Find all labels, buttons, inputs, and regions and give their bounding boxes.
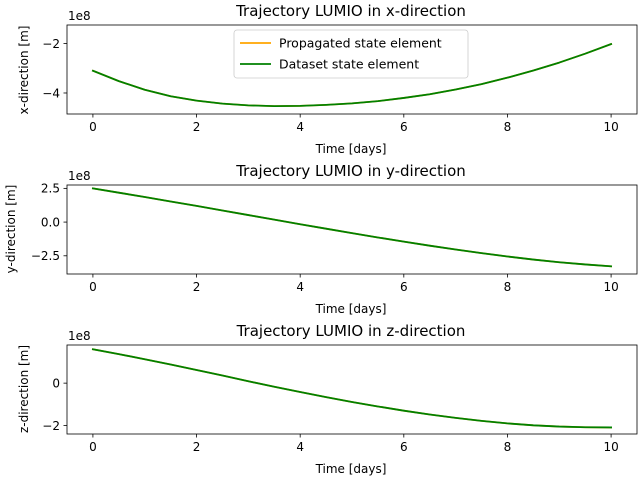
chart-title: Trajectory LUMIO in y-direction (235, 162, 466, 180)
x-tick-label: 6 (400, 280, 408, 294)
x-tick-label: 2 (193, 280, 201, 294)
x-tick-label: 10 (603, 280, 618, 294)
y-tick-label: −2 (42, 419, 60, 433)
y-axis-label: y-direction [m] (4, 185, 18, 274)
tick-group: 0 2 4 6 8 10 −4 −2 (42, 37, 618, 134)
series-group (91, 187, 613, 268)
legend-box (233, 29, 469, 79)
subplot-x-direction: Trajectory LUMIO in x-direction 1e8 x-di… (17, 2, 638, 156)
x-tick-label: 6 (400, 440, 408, 454)
x-tick-label: 2 (193, 120, 201, 134)
y-axis-label: z-direction [m] (17, 345, 31, 433)
axes-frame (66, 344, 638, 435)
offset-label: 1e8 (68, 169, 91, 183)
x-tick-label: 10 (603, 440, 618, 454)
subplot-y-direction: Trajectory LUMIO in y-direction 1e8 y-di… (4, 162, 638, 316)
offset-label: 1e8 (68, 329, 91, 343)
x-tick-label: 6 (400, 120, 408, 134)
x-tick-label: 4 (296, 120, 304, 134)
y-axis-label: x-direction [m] (17, 26, 31, 115)
subplot-z-direction: Trajectory LUMIO in z-direction 1e8 z-di… (17, 322, 638, 476)
series-line-dataset-state-element (91, 187, 613, 268)
legend-label-dataset: Dataset state element (279, 57, 419, 72)
x-tick-label: 4 (296, 280, 304, 294)
x-axis-label: Time [days] (315, 142, 387, 156)
axes-frame (66, 24, 638, 115)
series-line-dataset-state-element (91, 348, 612, 429)
offset-label: 1e8 (68, 9, 91, 23)
x-tick-label: 8 (504, 280, 512, 294)
series-group (91, 42, 613, 107)
y-tick-label: −2.5 (31, 249, 60, 263)
x-tick-label: 0 (89, 440, 97, 454)
y-tick-label: −2 (42, 37, 60, 51)
chart-title: Trajectory LUMIO in z-direction (236, 322, 466, 340)
tick-group: 0 2 4 6 8 10 −2 0 (42, 376, 618, 454)
x-tick-label: 2 (193, 440, 201, 454)
series-group (91, 348, 612, 429)
axes-frame (66, 184, 638, 275)
y-tick-label: 0 (52, 376, 60, 390)
legend-label-propagated: Propagated state element (279, 36, 442, 51)
y-tick-label: −4 (42, 86, 60, 100)
legend: Propagated state element Dataset state e… (233, 29, 469, 79)
series-line-propagated-state-element (91, 348, 612, 429)
x-tick-label: 0 (89, 280, 97, 294)
series-line-propagated-state-element (91, 187, 613, 268)
x-tick-label: 0 (89, 120, 97, 134)
x-tick-label: 8 (504, 440, 512, 454)
x-tick-label: 4 (296, 440, 304, 454)
y-tick-label: 2.5 (41, 182, 60, 196)
chart-title: Trajectory LUMIO in x-direction (235, 2, 466, 20)
x-axis-label: Time [days] (315, 462, 387, 476)
x-axis-label: Time [days] (315, 302, 387, 316)
tick-group: 0 2 4 6 8 10 −2.5 0.0 2.5 (31, 182, 619, 294)
x-tick-label: 10 (603, 120, 618, 134)
y-tick-label: 0.0 (41, 215, 60, 229)
series-line-dataset-state-element (91, 42, 613, 107)
x-tick-label: 8 (504, 120, 512, 134)
